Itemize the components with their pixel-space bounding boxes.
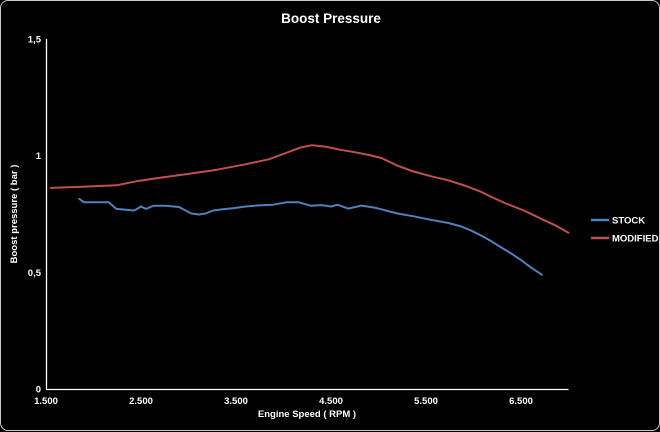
x-tick-label: 3.500 [224,396,248,407]
y-tick-label: 0 [36,385,41,396]
x-tick-label: 5.500 [414,396,438,407]
legend: STOCK MODIFIED [591,216,659,245]
x-axis-tick-labels: 1.500 2.500 3.500 4.500 5.500 6.500 [34,396,533,407]
x-tick-label: 6.500 [509,396,533,407]
series-line-stock [78,197,543,276]
series-line-modified [49,144,570,234]
y-tick-label: 0,5 [28,268,42,279]
x-tick-label: 4.500 [319,396,343,407]
y-tick-label: 1,5 [28,35,42,46]
y-tick-label: 1 [36,151,42,162]
data-series [49,144,570,276]
legend-label-stock: STOCK [612,216,645,227]
x-tick-label: 2.500 [129,396,153,407]
y-axis-tick-labels: 0 0,5 1 1,5 [28,35,42,396]
legend-label-modified: MODIFIED [612,234,659,245]
y-axis-title: Boost pressure ( bar ) [9,165,20,264]
x-tick-label: 1.500 [34,396,58,407]
x-axis-title: Engine Speed ( RPM ) [258,409,356,420]
chart-title: Boost Pressure [281,11,381,26]
